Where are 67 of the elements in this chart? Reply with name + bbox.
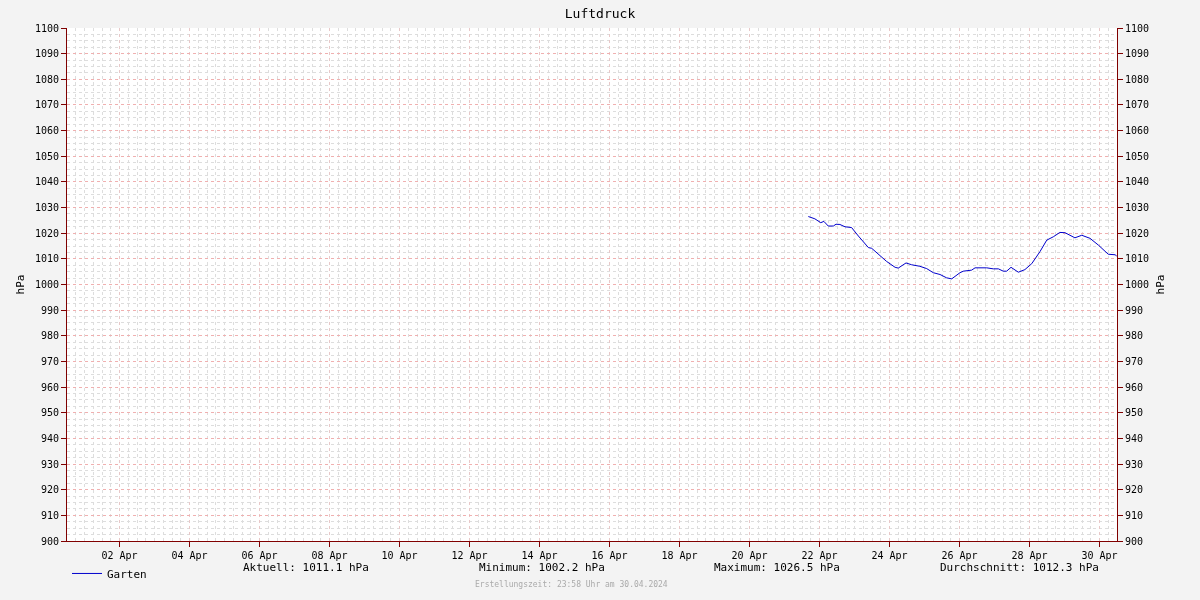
x-tick-label: 20 Apr bbox=[731, 550, 768, 561]
y-tick-label: 1070 bbox=[34, 99, 59, 111]
y2-tick-label: 990 bbox=[1125, 304, 1144, 316]
y2-tick-label: 1030 bbox=[1125, 202, 1150, 214]
y-tick-label: 1020 bbox=[34, 227, 59, 239]
text: Maximum: 1026.5 hPa bbox=[714, 561, 840, 574]
y-tick-label: 1050 bbox=[34, 150, 59, 162]
y-tick-label: 940 bbox=[40, 432, 59, 444]
x-tick-label: 04 Apr bbox=[171, 550, 208, 561]
line-series bbox=[807, 216, 1117, 280]
y2-tick-label: 1060 bbox=[1125, 125, 1150, 137]
y2-tick-label: 1040 bbox=[1125, 176, 1150, 188]
y2-tick-label: 940 bbox=[1125, 432, 1144, 444]
y-tick-label: 960 bbox=[40, 381, 59, 393]
y2-tick-label: 900 bbox=[1125, 535, 1144, 547]
y-tick-label: 990 bbox=[40, 304, 59, 316]
y2-tick-label: 960 bbox=[1125, 381, 1144, 393]
x-tick-label: 26 Apr bbox=[941, 550, 978, 561]
x-tick-label: 18 Apr bbox=[661, 550, 698, 561]
chart-title: Luftdruck bbox=[564, 6, 636, 22]
y-tick-label: 1080 bbox=[34, 73, 59, 85]
x-tick-label: 16 Apr bbox=[591, 550, 628, 561]
y-axis-title: hPa bbox=[13, 274, 27, 295]
y2-tick-label: 1080 bbox=[1125, 73, 1150, 85]
x-tick-label: 10 Apr bbox=[381, 550, 418, 561]
y-tick-label: 950 bbox=[40, 407, 59, 419]
y-tick-label: 1100 bbox=[34, 22, 59, 34]
text: Aktuell: 1011.1 hPa bbox=[243, 561, 369, 574]
x-tick-label: 12 Apr bbox=[451, 550, 488, 561]
y2-tick-label: 910 bbox=[1125, 509, 1144, 521]
y-tick-label: 1040 bbox=[34, 176, 59, 188]
x-tick-label: 30 Apr bbox=[1081, 550, 1118, 561]
y2-tick-label: 1090 bbox=[1125, 48, 1150, 60]
y-tick-label: 1000 bbox=[34, 279, 59, 290]
x-tick-label: 02 Apr bbox=[101, 550, 138, 561]
y-tick-label: 1030 bbox=[34, 202, 59, 214]
y2-tick-label: 930 bbox=[1125, 458, 1144, 470]
x-tick-label: 24 Apr bbox=[871, 550, 908, 561]
y2-tick-label: 1010 bbox=[1125, 253, 1150, 265]
y2-tick-label: 970 bbox=[1125, 355, 1144, 367]
x-tick-label: 14 Apr bbox=[521, 550, 558, 561]
y-tick-label: 900 bbox=[40, 535, 59, 547]
y2-tick-label: 1070 bbox=[1125, 99, 1150, 111]
y2-tick-label: 1000 bbox=[1125, 279, 1150, 290]
y-tick-label: 980 bbox=[40, 330, 59, 342]
y2-tick-label: 1050 bbox=[1125, 150, 1150, 162]
y2-axis-title: hPa bbox=[1154, 274, 1168, 295]
x-tick-label: 28 Apr bbox=[1011, 550, 1048, 561]
y2-tick-label: 980 bbox=[1125, 330, 1144, 342]
y2-tick-label: 920 bbox=[1125, 484, 1144, 496]
text: Erstellungszeit: 23:58 Uhr am 30.04.2024 bbox=[475, 580, 668, 589]
legend-label: Garten bbox=[107, 567, 147, 581]
x-tick-label: 22 Apr bbox=[801, 550, 838, 561]
y-tick-label: 910 bbox=[40, 509, 59, 521]
y-tick-label: 970 bbox=[40, 355, 59, 367]
y-tick-label: 920 bbox=[40, 484, 59, 496]
y2-tick-label: 1100 bbox=[1125, 22, 1150, 34]
y-tick-label: 1060 bbox=[34, 125, 59, 137]
text: Durchschnitt: 1012.3 hPa bbox=[940, 561, 1099, 574]
text: Minimum: 1002.2 hPa bbox=[479, 561, 605, 574]
y-tick-label: 1090 bbox=[34, 48, 59, 60]
y2-tick-label: 1020 bbox=[1125, 227, 1150, 239]
x-tick-label: 08 Apr bbox=[311, 550, 348, 561]
x-tick-label: 06 Apr bbox=[241, 550, 278, 561]
y-tick-label: 930 bbox=[40, 458, 59, 470]
y-tick-label: 1010 bbox=[34, 253, 59, 265]
y2-tick-label: 950 bbox=[1125, 407, 1144, 419]
